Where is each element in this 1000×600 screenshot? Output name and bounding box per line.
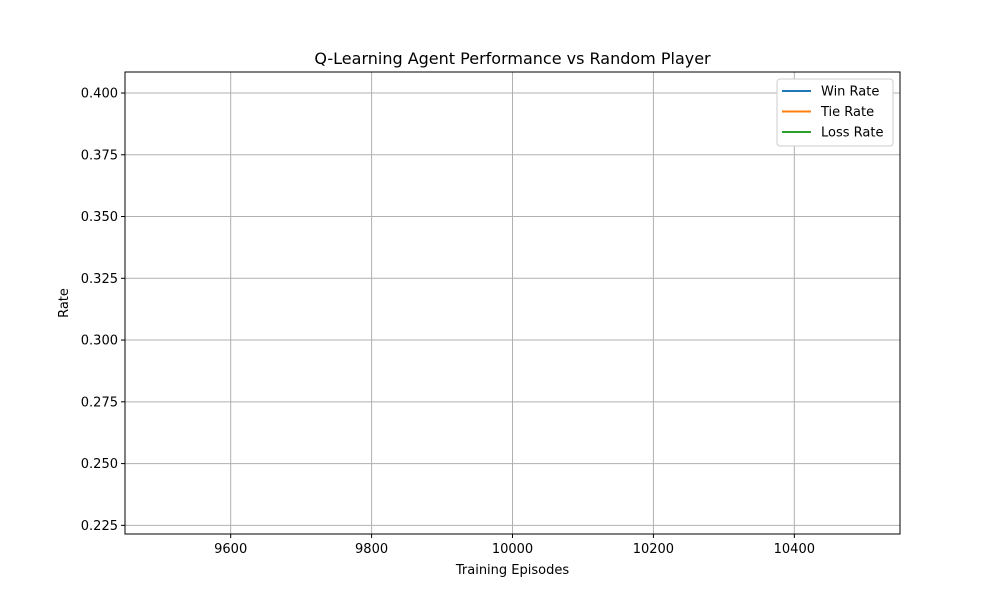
y-axis-label: Rate bbox=[57, 288, 72, 318]
legend-label: Win Rate bbox=[821, 85, 879, 100]
x-tick-label: 10000 bbox=[492, 542, 533, 557]
y-tick-label: 0.225 bbox=[81, 519, 118, 534]
y-tick-label: 0.275 bbox=[81, 395, 118, 410]
grid bbox=[125, 72, 900, 534]
y-tick-label: 0.250 bbox=[81, 457, 118, 472]
chart-title: Q-Learning Agent Performance vs Random P… bbox=[314, 49, 711, 68]
y-axis-ticks: 0.225 0.250 0.275 0.300 0.325 0.350 0.375 0.400 bbox=[81, 87, 125, 534]
legend-items: Win Rate Tie Rate Loss Rate bbox=[782, 85, 883, 141]
y-tick-label: 0.325 bbox=[81, 272, 118, 287]
y-tick-label: 0.350 bbox=[81, 210, 118, 225]
x-axis-ticks: 9600 9800 10000 10200 10400 bbox=[214, 534, 815, 557]
legend-box bbox=[776, 78, 894, 147]
y-tick-label: 0.300 bbox=[81, 334, 118, 349]
legend: Win Rate Tie Rate Loss Rate bbox=[776, 78, 894, 147]
x-axis-label: Training Episodes bbox=[455, 563, 569, 578]
x-tick-label: 9800 bbox=[355, 542, 388, 557]
legend-label: Loss Rate bbox=[821, 126, 883, 141]
x-tick-label: 10200 bbox=[633, 542, 674, 557]
x-tick-label: 10400 bbox=[774, 542, 815, 557]
legend-label: Tie Rate bbox=[820, 105, 874, 120]
x-tick-label: 9600 bbox=[214, 542, 247, 557]
y-tick-label: 0.400 bbox=[81, 87, 118, 102]
y-tick-label: 0.375 bbox=[81, 148, 118, 163]
